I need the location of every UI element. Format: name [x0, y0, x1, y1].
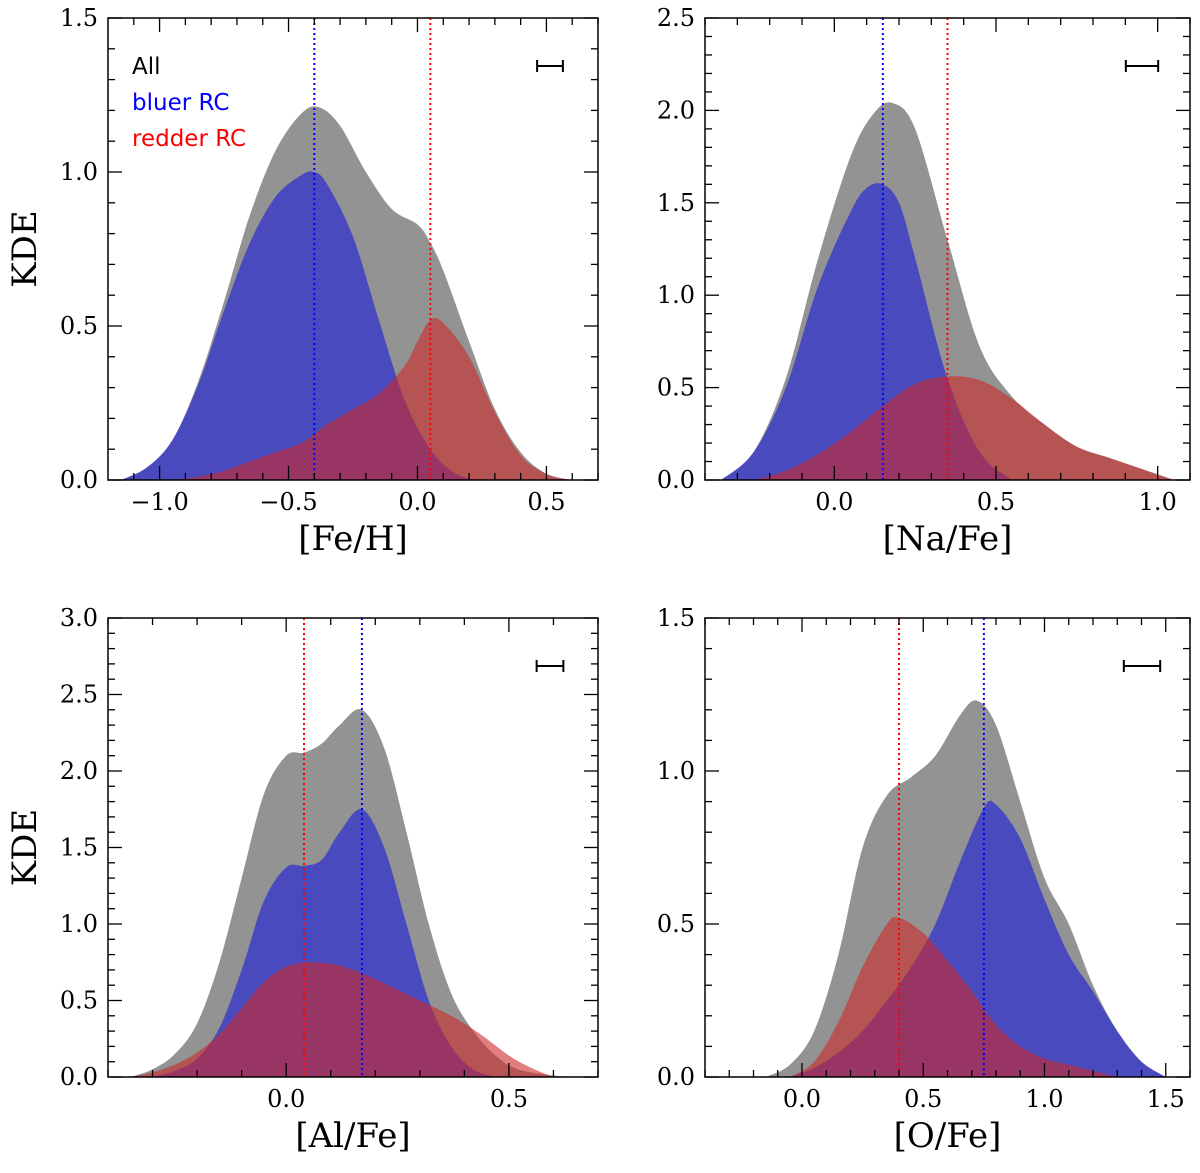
kde-area-redder-rc [789, 916, 1118, 1077]
typical-error-bar [1124, 60, 1160, 72]
y-tick-label: 2.0 [657, 96, 695, 124]
y-tick-label: 2.0 [60, 757, 98, 785]
x-axis-label: [Al/Fe] [295, 1116, 410, 1156]
typical-error-bar [536, 60, 564, 72]
kde-area-redder-rc [130, 962, 554, 1077]
y-tick-label: 2.5 [657, 4, 695, 32]
panel-1: −1.0 −0.5 0.0 0.5 0.0 0.5 1.0 1.5 [Fe/H] KDE All bl… [5, 4, 599, 559]
x-tick-label: 0.0 [267, 1085, 305, 1113]
legend-entry-bluer-rc: bluer RC [132, 90, 229, 116]
x-tick-label: −1.0 [130, 488, 188, 516]
x-tick-label: 1.0 [1025, 1085, 1063, 1113]
x-tick-label: 0.0 [398, 488, 436, 516]
y-tick-label: 1.0 [60, 910, 98, 938]
y-tick-label: 1.5 [657, 189, 695, 217]
y-tick-label: 0.5 [60, 987, 98, 1015]
x-axis-label: [O/Fe] [894, 1116, 1002, 1156]
y-tick-label: 1.0 [657, 281, 695, 309]
x-tick-label: 1.5 [1147, 1085, 1185, 1113]
y-tick-label: 1.5 [60, 4, 98, 32]
legend-entry-redder-rc: redder RC [132, 126, 246, 152]
axes-frame [704, 17, 1191, 481]
x-tick-label: −0.5 [259, 488, 317, 516]
plot-area [130, 618, 576, 1077]
panel-2: 0.0 0.5 1.0 0.0 0.5 1.0 1.5 2.0 2.5 [Na/Fe] [657, 4, 1191, 559]
plot-area [120, 18, 573, 480]
x-tick-label: 0.0 [783, 1085, 821, 1113]
y-tick-label: 0.5 [657, 910, 695, 938]
y-tick-label: 0.5 [657, 374, 695, 402]
x-tick-label: 1.0 [1139, 488, 1177, 516]
plot-area [721, 18, 1174, 480]
y-tick-label: 0.0 [60, 1063, 98, 1091]
x-tick-label: 0.5 [977, 488, 1015, 516]
x-tick-label: 0.5 [527, 488, 565, 516]
y-axis-label: KDE [5, 210, 45, 287]
y-tick-label: 0.0 [657, 466, 695, 494]
y-tick-label: 1.0 [60, 158, 98, 186]
panel-3: 0.0 0.5 0.0 0.5 1.0 1.5 2.0 2.5 3.0 [Al/Fe] KDE [5, 604, 599, 1156]
typical-error-bar [535, 660, 565, 672]
y-tick-label: 2.5 [60, 681, 98, 709]
y-tick-label: 1.5 [60, 834, 98, 862]
legend-entry-all: All [132, 54, 161, 80]
x-tick-label: 0.0 [815, 488, 853, 516]
y-tick-label: 0.0 [657, 1063, 695, 1091]
y-axis-label: KDE [5, 809, 45, 886]
y-tick-label: 1.0 [657, 757, 695, 785]
typical-error-bar [1122, 660, 1162, 672]
kde-area-redder-rc [753, 376, 1174, 480]
kde-area-redder-rc [172, 317, 573, 480]
x-axis-label: [Fe/H] [298, 519, 408, 559]
panel-4: 0.0 0.5 1.0 1.5 0.0 0.5 1.0 1.5 [O/Fe] [657, 604, 1191, 1156]
y-tick-label: 0.5 [60, 312, 98, 340]
plot-area [765, 618, 1166, 1077]
y-tick-label: 0.0 [60, 466, 98, 494]
x-axis-label: [Na/Fe] [883, 519, 1013, 559]
y-tick-label: 3.0 [60, 604, 98, 632]
y-tick-label: 1.5 [657, 604, 695, 632]
axes-frame [107, 17, 599, 481]
x-tick-label: 0.5 [490, 1085, 528, 1113]
x-tick-label: 0.5 [904, 1085, 942, 1113]
